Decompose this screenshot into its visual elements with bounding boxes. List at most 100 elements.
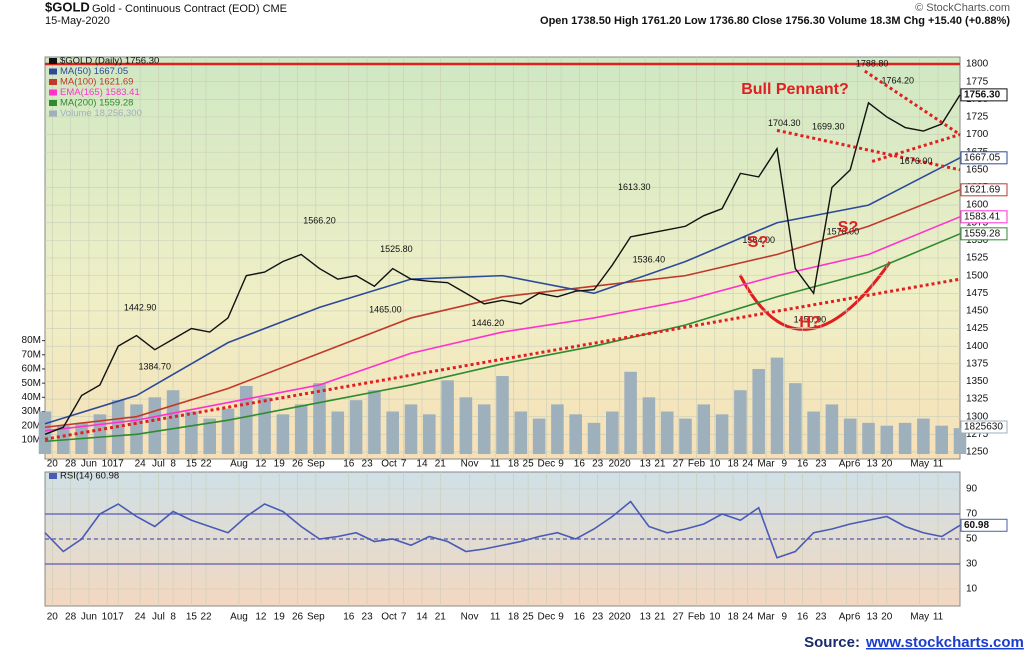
x-tick-label: Feb bbox=[688, 612, 706, 623]
x-tick-label: Jun bbox=[81, 459, 97, 470]
value-box-label: 1583.41 bbox=[964, 211, 1001, 222]
y2-tick-label: 80M bbox=[22, 335, 41, 346]
y2-tick-label: 70M bbox=[22, 349, 41, 360]
annotation: H? bbox=[799, 314, 820, 331]
x-tick-label: 22 bbox=[200, 459, 212, 470]
x-tick-label: 23 bbox=[592, 459, 604, 470]
x-tick-label: 11 bbox=[490, 612, 501, 623]
y2-tick-label: 50M bbox=[22, 378, 41, 389]
y-tick-label: 1425 bbox=[966, 323, 989, 334]
price-label: 1525.80 bbox=[380, 244, 413, 254]
x-tick-label: 27 bbox=[673, 612, 685, 623]
legend-swatch bbox=[49, 100, 57, 106]
x-tick-label: 17 bbox=[113, 612, 125, 623]
value-box-label: 1756.30 bbox=[964, 90, 1001, 101]
x-tick-label: 14 bbox=[416, 612, 428, 623]
series-line bbox=[44, 94, 961, 435]
x-tick-label: 18 bbox=[728, 612, 740, 623]
symbol: $GOLD bbox=[45, 0, 90, 14]
volume-bar bbox=[752, 368, 765, 455]
x-tick-label: 26 bbox=[292, 612, 304, 623]
volume-bar bbox=[423, 414, 436, 455]
y2-tick-label: 60M bbox=[22, 364, 41, 375]
price-label: 1384.70 bbox=[139, 361, 172, 371]
y-tick-label: 90 bbox=[966, 484, 978, 495]
x-tick-label: Sep bbox=[307, 459, 325, 470]
trendline bbox=[864, 69, 961, 136]
x-tick-label: Aug bbox=[230, 612, 248, 623]
x-tick-label: 2020 bbox=[608, 459, 631, 470]
x-tick-label: Feb bbox=[688, 459, 706, 470]
y-tick-label: 1600 bbox=[966, 200, 989, 211]
x-tick-label: Dec bbox=[538, 612, 556, 623]
x-tick-label: 25 bbox=[523, 459, 535, 470]
y-tick-label: 1375 bbox=[966, 358, 989, 369]
value-box bbox=[960, 227, 1008, 241]
date: 15-May-2020 bbox=[45, 15, 110, 27]
volume-bar bbox=[386, 411, 399, 455]
x-tick-label: 8 bbox=[170, 459, 176, 470]
x-tick-label: Nov bbox=[461, 459, 479, 470]
x-tick-label: 6 bbox=[855, 459, 861, 470]
price-label: 1699.30 bbox=[812, 121, 845, 131]
x-tick-label: 19 bbox=[274, 459, 286, 470]
x-tick-label: 19 bbox=[274, 612, 286, 623]
head-arc bbox=[738, 261, 892, 331]
price-label: 1676.00 bbox=[900, 156, 933, 166]
x-tick-label: 13 bbox=[640, 612, 652, 623]
x-tick-label: 10 bbox=[102, 612, 114, 623]
y-tick-label: 1400 bbox=[966, 341, 989, 352]
y-tick-label: 1650 bbox=[966, 164, 989, 175]
volume-bar bbox=[770, 357, 784, 455]
x-tick-label: Mar bbox=[757, 459, 775, 470]
value-box bbox=[960, 518, 1008, 532]
series-line bbox=[44, 500, 961, 559]
series-line bbox=[44, 189, 961, 429]
x-tick-label: 27 bbox=[673, 459, 685, 470]
volume-bar bbox=[258, 397, 271, 455]
price-label: 1442.90 bbox=[124, 302, 157, 312]
x-tick-label: 9 bbox=[782, 459, 788, 470]
x-tick-label: Sep bbox=[307, 612, 325, 623]
x-tick-label: 11 bbox=[933, 459, 944, 470]
x-tick-label: 7 bbox=[401, 612, 407, 623]
x-tick-label: 15 bbox=[186, 612, 198, 623]
legend-label: $GOLD (Daily) 1756.30 bbox=[60, 56, 159, 67]
volume-bar bbox=[953, 428, 967, 455]
x-tick-label: 28 bbox=[65, 459, 77, 470]
x-tick-label: 23 bbox=[815, 612, 827, 623]
x-tick-label: May bbox=[910, 612, 929, 623]
x-tick-label: 23 bbox=[815, 459, 827, 470]
x-tick-label: 23 bbox=[592, 612, 604, 623]
volume-bar bbox=[368, 390, 381, 455]
volume-bar bbox=[276, 414, 290, 455]
y-tick-label: 1725 bbox=[966, 112, 989, 123]
volume-bar bbox=[130, 404, 143, 455]
volume-bar bbox=[313, 383, 326, 455]
source-link[interactable]: www.stockcharts.com bbox=[865, 634, 1024, 651]
volume-bar bbox=[917, 418, 930, 455]
trendline bbox=[44, 277, 961, 441]
y-tick-label: 70 bbox=[966, 509, 978, 520]
volume-bar bbox=[532, 418, 546, 455]
volume-bar bbox=[789, 383, 802, 455]
series-line bbox=[44, 233, 961, 443]
volume-bar bbox=[294, 404, 308, 455]
x-tick-label: 12 bbox=[255, 459, 267, 470]
legend-swatch bbox=[49, 110, 57, 117]
legend-swatch bbox=[49, 89, 57, 96]
x-tick-label: 18 bbox=[508, 459, 520, 470]
volume-bar bbox=[880, 425, 894, 455]
x-tick-label: 20 bbox=[47, 459, 59, 470]
y-tick-label: 1275 bbox=[966, 429, 989, 440]
y-tick-label: 1475 bbox=[966, 288, 989, 299]
y-tick-label: 1250 bbox=[966, 447, 989, 458]
volume-bar bbox=[148, 397, 162, 455]
volume-bar bbox=[203, 418, 216, 455]
volume-bar bbox=[221, 408, 235, 455]
x-tick-label: 21 bbox=[435, 459, 447, 470]
value-box bbox=[960, 151, 1008, 165]
y2-tick-label: 30M bbox=[22, 406, 41, 417]
legend-label: EMA(165) 1583.41 bbox=[60, 87, 140, 98]
value-box-label: 60.98 bbox=[964, 520, 989, 531]
